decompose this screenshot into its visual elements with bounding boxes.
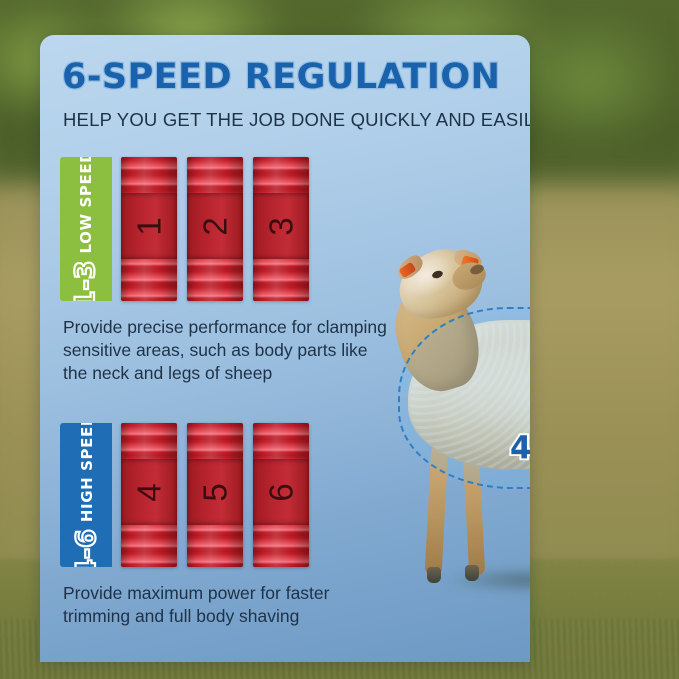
highlight-zone-label: 4-6 <box>508 428 530 468</box>
badge-low-label: LOW SPEED <box>77 157 95 253</box>
dials-high: 4 5 6 <box>121 423 309 567</box>
page-title: 6-SPEED REGULATION <box>61 56 501 99</box>
speed-dial-1-number: 1 <box>130 216 168 236</box>
speed-dial-5-number: 5 <box>196 482 234 502</box>
speed-dial-3[interactable]: 3 <box>253 157 309 301</box>
speed-dial-1[interactable]: 1 <box>121 157 177 301</box>
speed-group-high: 4-6 HIGH SPEED 4 5 <box>60 423 309 567</box>
dials-low: 1 2 3 <box>121 157 309 301</box>
sheep-hoof-front-far <box>427 567 441 583</box>
sheep-hoof-front-near <box>465 565 479 581</box>
badge-low-range: 1-3 <box>69 259 102 301</box>
badge-high-inner: 4-6 HIGH SPEED <box>69 423 102 567</box>
sheep-photo: 4-6 <box>370 237 530 662</box>
badge-high-range: 4-6 <box>69 527 102 567</box>
badge-high-label: HIGH SPEED <box>77 423 95 522</box>
speed-dial-1-face: 1 <box>121 193 177 259</box>
badge-low-inner: 1-3 LOW SPEED <box>69 157 102 301</box>
info-card: 4-6 6-SPEED REGULATION HELP YOU GET THE … <box>40 35 530 662</box>
speed-dial-4-face: 4 <box>121 459 177 525</box>
page-subtitle: HELP YOU GET THE JOB DONE QUICKLY AND EA… <box>63 109 530 130</box>
badge-high-speed: 4-6 HIGH SPEED <box>60 423 112 567</box>
card-content: 6-SPEED REGULATION HELP YOU GET THE JOB … <box>40 35 530 662</box>
dial-row-low: 1-3 LOW SPEED 1 2 <box>60 157 309 301</box>
speed-dial-2-number: 2 <box>196 216 234 236</box>
speed-group-low: 1-3 LOW SPEED 1 2 <box>60 157 309 301</box>
speed-dial-5[interactable]: 5 <box>187 423 243 567</box>
description-high-speed: Provide maximum power for faster trimmin… <box>63 583 330 626</box>
speed-dial-2-face: 2 <box>187 193 243 259</box>
speed-dial-6-number: 6 <box>262 482 300 502</box>
speed-dial-3-number: 3 <box>262 216 300 236</box>
speed-dial-2[interactable]: 2 <box>187 157 243 301</box>
speed-dial-3-face: 3 <box>253 193 309 259</box>
speed-dial-5-face: 5 <box>187 459 243 525</box>
dial-row-high: 4-6 HIGH SPEED 4 5 <box>60 423 309 567</box>
badge-low-speed: 1-3 LOW SPEED <box>60 157 112 301</box>
speed-dial-6-face: 6 <box>253 459 309 525</box>
description-low-speed: Provide precise performance for clamping… <box>63 317 387 383</box>
speed-dial-6[interactable]: 6 <box>253 423 309 567</box>
speed-dial-4[interactable]: 4 <box>121 423 177 567</box>
speed-dial-4-number: 4 <box>130 482 168 502</box>
